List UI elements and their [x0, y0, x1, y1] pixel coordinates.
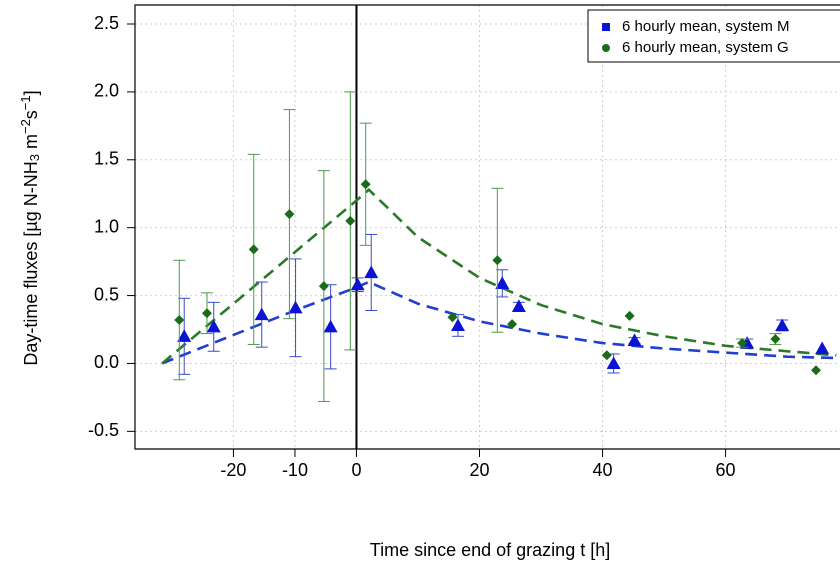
data-point	[447, 312, 458, 323]
x-axis-label: Time since end of grazing t [h]	[370, 540, 610, 560]
data-point	[360, 179, 371, 190]
data-point	[323, 319, 338, 333]
y-label-part: ]	[21, 90, 41, 95]
data-point	[174, 315, 185, 326]
x-tick-label: 40	[593, 460, 613, 480]
y-tick-label: 2.0	[94, 81, 119, 101]
x-tick-label: 0	[351, 460, 361, 480]
legend-box	[587, 9, 840, 63]
data-point	[601, 350, 612, 361]
x-tick-label: -20	[220, 460, 246, 480]
y-label-part: −1	[18, 95, 33, 110]
y-label-part: 3	[27, 154, 42, 161]
y-tick-label: -0.5	[88, 420, 119, 440]
data-point	[254, 307, 269, 321]
data-point	[284, 209, 295, 220]
legend-label: 6 hourly mean, system M	[622, 18, 790, 35]
y-label-part: m	[21, 134, 41, 154]
y-axis-label: Day-time fluxes [µg N-NH3 m−2s−1]	[18, 90, 41, 365]
data-point	[201, 308, 212, 319]
data-point	[606, 356, 621, 370]
data-point	[350, 277, 365, 291]
data-point	[318, 281, 329, 292]
data-point	[507, 319, 518, 330]
legend-marker	[602, 44, 610, 52]
y-tick-label: 2.5	[94, 13, 119, 33]
data-point	[248, 244, 259, 255]
data-point	[177, 329, 192, 342]
y-label-part: −2	[18, 119, 33, 134]
data-point	[492, 255, 503, 266]
data-point	[511, 299, 526, 313]
y-tick-label: 1.5	[94, 149, 119, 169]
y-label-part: Day-time fluxes [µg N-NH	[21, 161, 41, 365]
x-tick-label: 20	[469, 460, 489, 480]
legend-marker	[602, 23, 610, 31]
data-point	[624, 310, 635, 321]
fit-curve	[161, 187, 837, 365]
data-point	[770, 334, 781, 345]
data-point	[627, 333, 642, 346]
x-tick-label: -10	[282, 460, 308, 480]
data-point	[495, 276, 510, 289]
y-tick-label: 0.5	[94, 284, 119, 304]
data-point	[815, 341, 830, 355]
data-point	[206, 319, 221, 333]
fit-curve	[161, 280, 837, 365]
y-tick-label: 1.0	[94, 216, 119, 236]
legend-label: 6 hourly mean, system G	[622, 39, 789, 56]
data-point	[450, 318, 465, 332]
y-tick-label: 0.0	[94, 352, 119, 372]
data-point	[775, 318, 790, 332]
data-point	[345, 215, 356, 226]
plot-frame	[134, 4, 840, 450]
y-label-part: s	[21, 110, 41, 119]
data-point	[811, 365, 822, 376]
x-tick-label: 60	[716, 460, 736, 480]
data-point	[364, 265, 379, 279]
data-point	[737, 338, 748, 349]
data-point	[288, 300, 303, 314]
